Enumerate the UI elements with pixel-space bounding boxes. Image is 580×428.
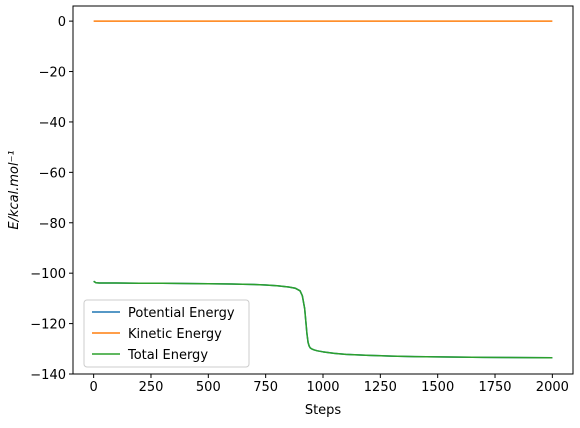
- x-tick-label: 1250: [364, 380, 397, 395]
- x-tick-label: 0: [90, 380, 98, 395]
- x-tick-label: 2000: [536, 380, 569, 395]
- x-tick-label: 1000: [306, 380, 339, 395]
- y-tick-label: −140: [30, 368, 66, 383]
- ticks-layer: 0 250 500 750 1000 1250 1500 1750 2000 0 −20 −40 −60…: [30, 15, 569, 395]
- y-tick-label: −100: [30, 267, 66, 282]
- legend-label-1: Kinetic Energy: [128, 327, 222, 342]
- y-tick-label: −120: [30, 318, 66, 333]
- legend: Potential Energy Kinetic Energy Total Ener…: [83, 299, 250, 368]
- y-tick-label: −60: [39, 166, 66, 181]
- y-tick-label: 0: [58, 15, 66, 30]
- x-tick-label: 750: [253, 380, 278, 395]
- x-tick-label: 500: [196, 380, 221, 395]
- series-layer: [93, 20, 553, 359]
- y-axis-label: E/kcal.mol⁻¹: [7, 150, 22, 229]
- x-tick-label: 250: [139, 380, 164, 395]
- legend-box: [83, 299, 250, 368]
- x-tick-label: 1750: [478, 380, 511, 395]
- series-line-2: [93, 280, 553, 359]
- y-tick-label: −40: [39, 116, 66, 131]
- legend-label-0: Potential Energy: [128, 306, 235, 321]
- x-axis-label: Steps: [305, 403, 342, 418]
- x-tick-label: 1500: [421, 380, 454, 395]
- y-tick-label: −80: [39, 217, 66, 232]
- legend-label-2: Total Energy: [127, 348, 208, 363]
- y-tick-label: −20: [39, 66, 66, 81]
